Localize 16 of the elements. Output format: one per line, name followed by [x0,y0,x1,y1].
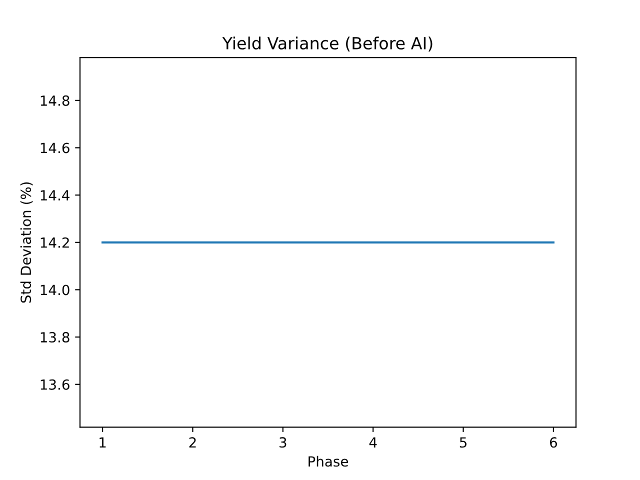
x-tick-label: 3 [280,437,286,448]
y-tick-label: 14.2 [40,237,69,248]
y-axis-title: Std Deviation (%) [20,182,33,303]
y-tick-label: 14.6 [40,142,70,154]
y-tick-label: 13.8 [40,332,70,343]
x-tick-label: 5 [460,437,466,448]
y-tick-label: 14.4 [40,190,70,200]
x-axis-title: Phase [308,456,348,467]
x-tick-label: 2 [189,437,196,448]
y-tick-label: 14.0 [40,284,70,296]
y-tick-label: 13.6 [40,379,70,390]
y-tick-label: 14.8 [40,95,70,106]
chart-title: Yield Variance (Before AI) [222,36,432,52]
x-tick-label: 4 [369,437,377,448]
x-tick-label: 6 [550,437,557,448]
x-tick-label: 1 [100,437,106,448]
